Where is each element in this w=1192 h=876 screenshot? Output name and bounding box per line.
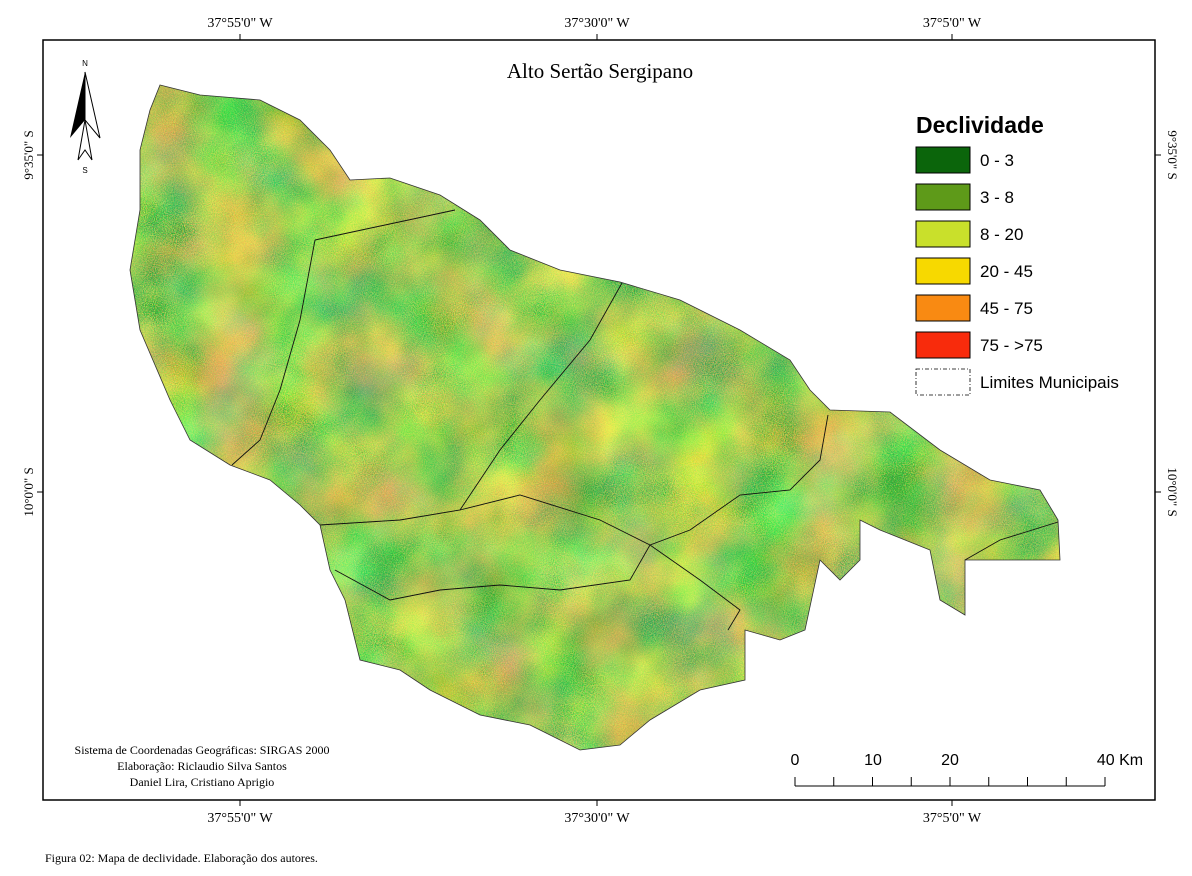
coord-label: 9°35'0" S [21, 130, 36, 179]
legend-label: 20 - 45 [980, 262, 1033, 281]
coord-label: 37°30'0" W [564, 16, 630, 31]
south-label: S [82, 166, 87, 175]
boundary [459, 414, 829, 546]
legend-label: 3 - 8 [980, 188, 1014, 207]
legend-swatch [915, 368, 971, 396]
scale-label: 40 Km [1097, 752, 1143, 769]
legend-label: 0 - 3 [980, 151, 1014, 170]
arrow-left [70, 72, 85, 138]
coord-label: 10°0'0" S [21, 467, 36, 516]
coord-label: 9°35'0" S [1165, 130, 1180, 179]
legend-label: Limites Municipais [980, 373, 1119, 392]
figure-caption: Figura 02: Mapa de declividade. Elaboraç… [45, 851, 318, 865]
scale-label: 0 [791, 752, 800, 769]
coord-label: 37°5'0" W [923, 811, 982, 826]
boundary [314, 209, 456, 241]
legend-swatch [915, 294, 971, 322]
north-arrow: N S [70, 59, 101, 175]
north-label: N [82, 59, 88, 68]
legend-swatch [915, 183, 971, 211]
scale-label: 10 [864, 752, 882, 769]
legend-title: Declividade [916, 112, 1044, 138]
coord-label: 37°55'0" W [207, 16, 273, 31]
legend-label: 45 - 75 [980, 299, 1033, 318]
boundary [334, 544, 651, 601]
legend-swatch [915, 220, 971, 248]
scale-label: 20 [941, 752, 959, 769]
coord-label: 10°0'0" S [1165, 467, 1180, 516]
boundary [649, 544, 741, 631]
legend-swatch [915, 146, 971, 174]
credit-line: Sistema de Coordenadas Geográficas: SIRG… [75, 743, 330, 757]
coord-label: 37°55'0" W [207, 811, 273, 826]
credit-line: Daniel Lira, Cristiano Aprigio [130, 775, 275, 789]
boundary [231, 239, 316, 466]
map-title: Alto Sertão Sergipano [507, 59, 693, 83]
boundary [964, 521, 1059, 561]
legend-label: 8 - 20 [980, 225, 1023, 244]
coord-label: 37°5'0" W [923, 16, 982, 31]
municipal-boundaries [231, 209, 1059, 631]
arrow-right [84, 71, 101, 139]
legend-swatch [915, 331, 971, 359]
credit-line: Elaboração: Riclaudio Silva Santos [117, 759, 287, 773]
arrow-tail [77, 119, 93, 161]
legend-swatch [915, 257, 971, 285]
coord-label: 37°30'0" W [564, 811, 630, 826]
legend-label: 75 - >75 [980, 336, 1043, 355]
boundary [319, 282, 623, 526]
